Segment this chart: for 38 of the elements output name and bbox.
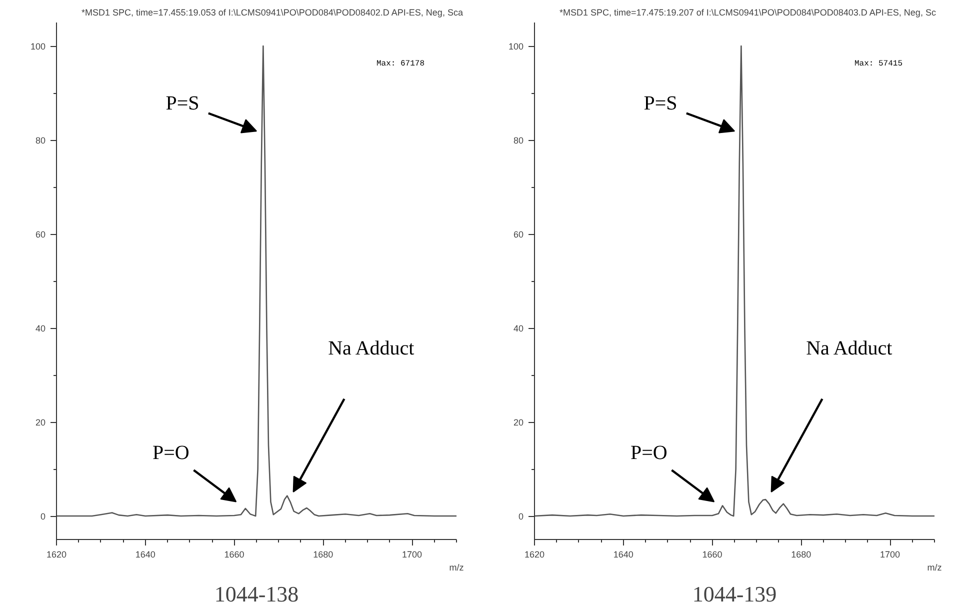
y-tick-label: 0 (40, 512, 46, 522)
annotation: Max: 67178 (376, 59, 425, 68)
annotation: Max: 57415 (854, 59, 903, 68)
y-tick-label: 60 (513, 230, 524, 240)
y-tick-label: 80 (35, 136, 46, 146)
x-tick-label: 1640 (135, 550, 156, 560)
x-axis-title: m/z (449, 562, 464, 572)
annotation: P=S (166, 92, 200, 115)
x-tick-label: 1700 (402, 550, 422, 560)
annotation: P=O (152, 442, 190, 464)
y-tick-label: 40 (35, 324, 46, 334)
y-tick-label: 60 (35, 230, 46, 240)
x-axis-title: m/z (927, 562, 942, 572)
x-tick-label: 1700 (880, 550, 900, 560)
annotation: Na Adduct (806, 338, 893, 360)
y-tick-label: 20 (35, 418, 46, 428)
x-tick-label: 1660 (224, 550, 244, 560)
y-tick-label: 80 (513, 136, 524, 146)
annotation: Na Adduct (328, 338, 415, 360)
annotation: P=O (630, 442, 668, 464)
line-series (56, 45, 456, 517)
y-tick-label: 100 (30, 42, 46, 52)
y-tick-label: 100 (508, 42, 524, 52)
chart-title: *MSD1 SPC, time=17.455:19.053 of I:\LCMS0941\PO\POD084\POD08402.D API-ES, Neg, Sca (82, 8, 463, 18)
text: 1044-139 (692, 582, 777, 606)
y-tick-label: 0 (518, 512, 524, 522)
x-tick-label: 1680 (313, 550, 334, 560)
y-tick-label: 40 (513, 324, 524, 334)
x-tick-label: 1640 (613, 550, 634, 560)
annotation: P=S (644, 92, 678, 115)
y-tick-label: 20 (513, 418, 524, 428)
chart-title: *MSD1 SPC, time=17.475:19.207 of I:\LCMS0941\PO\POD084\POD08403.D API-ES, Neg, Sc (560, 8, 936, 18)
x-tick-label: 1680 (791, 550, 812, 560)
text: 1044-138 (214, 582, 299, 606)
line-series (534, 45, 934, 517)
x-tick-label: 1620 (46, 550, 67, 560)
x-tick-label: 1660 (702, 550, 722, 560)
x-tick-label: 1620 (524, 550, 545, 560)
